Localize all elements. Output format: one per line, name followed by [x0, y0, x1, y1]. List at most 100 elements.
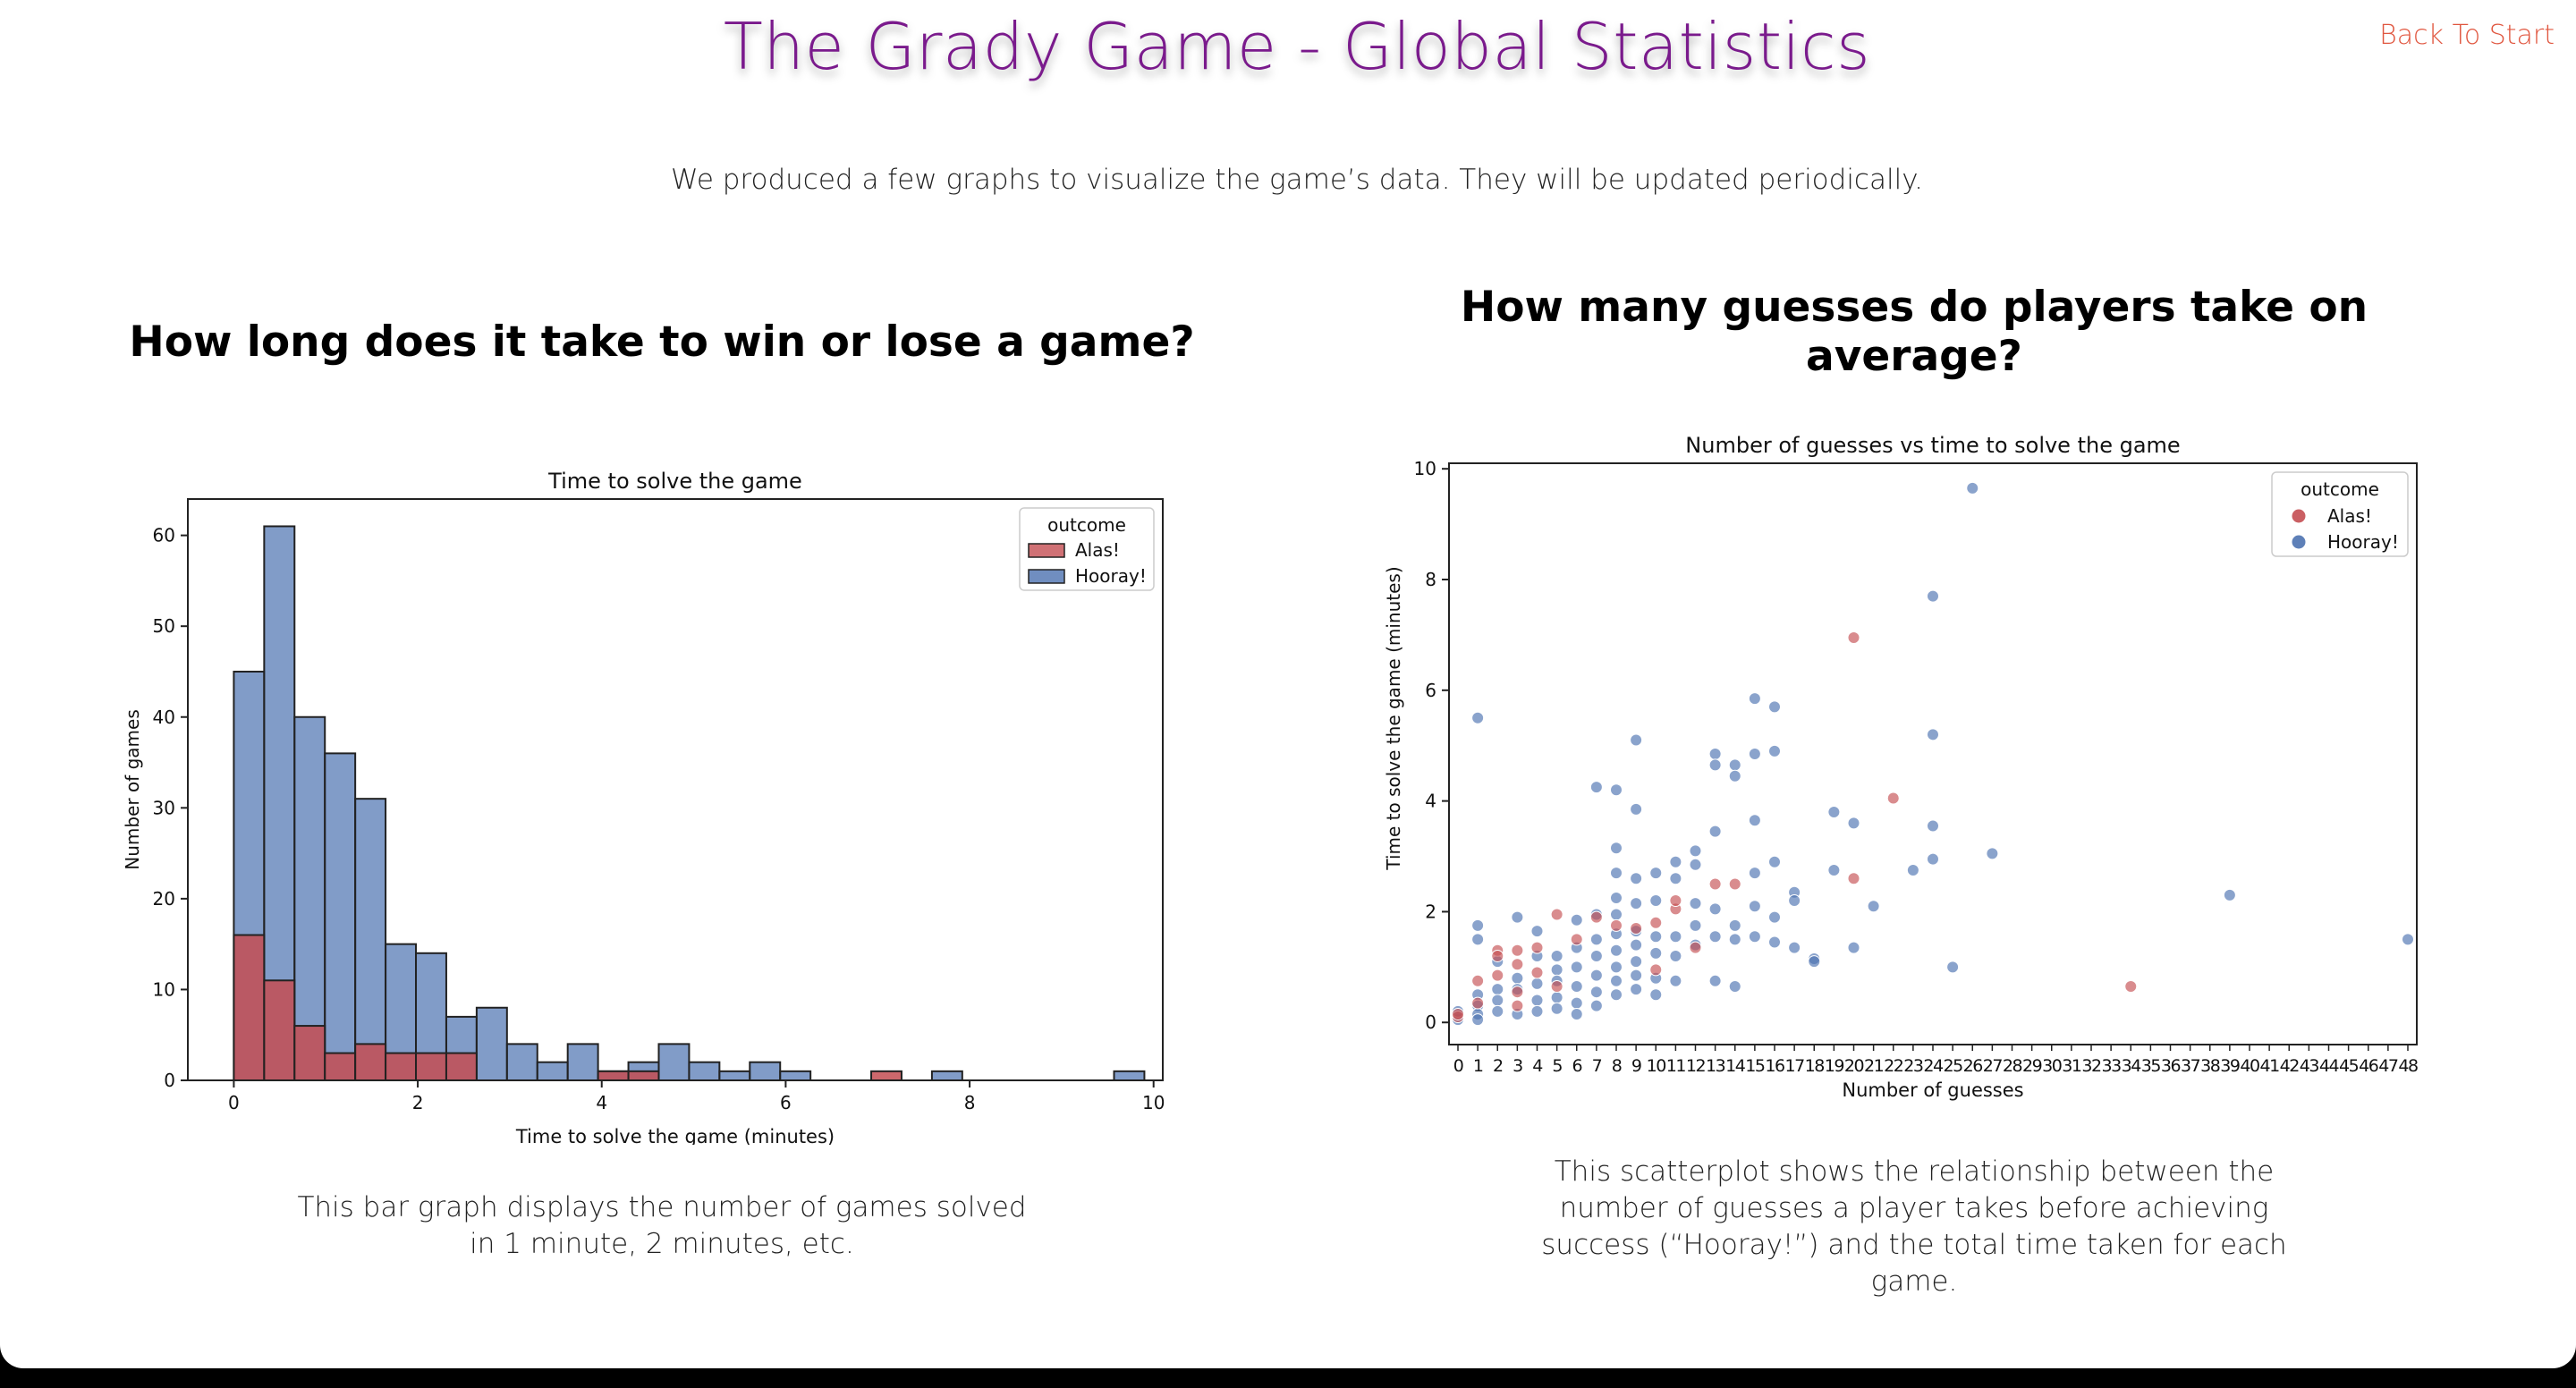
alas-point: [1550, 908, 1563, 921]
scatter-caption: This scatterplot shows the relationship …: [1541, 1155, 2287, 1298]
hooray-point: [1630, 872, 1643, 885]
hooray-point: [1649, 894, 1663, 908]
hooray-point: [1808, 955, 1821, 969]
hooray-point: [1649, 930, 1663, 944]
hooray-point: [1847, 941, 1860, 954]
hooray-point: [1689, 918, 1702, 932]
hooray-point: [1768, 744, 1781, 757]
alas-point: [1511, 999, 1524, 1012]
y-tick-label: 2: [1425, 901, 1436, 922]
hooray-bar: [718, 1070, 751, 1081]
hooray-point: [1649, 867, 1663, 880]
alas-bar: [415, 1052, 447, 1081]
hooray-point: [1669, 855, 1682, 868]
alas-point: [1452, 1007, 1464, 1020]
hooray-point: [1589, 986, 1603, 999]
x-tick-label: 0: [228, 1092, 240, 1113]
alas-point: [1491, 949, 1504, 962]
alas-bar: [385, 1052, 418, 1081]
alas-point: [1511, 958, 1524, 971]
x-tick-label: 19: [1825, 1056, 1844, 1076]
hooray-point: [1570, 996, 1583, 1010]
hooray-point: [1689, 858, 1702, 871]
x-tick-label: 1: [1473, 1056, 1483, 1076]
alas-bar: [445, 1052, 478, 1081]
x-tick-label: 41: [2260, 1056, 2280, 1076]
x-tick-label: 22: [1884, 1056, 1903, 1076]
hooray-point: [1728, 980, 1741, 993]
hooray-point: [1748, 930, 1761, 944]
x-tick-label: 7: [1592, 1056, 1602, 1076]
hooray-point: [1530, 994, 1544, 1007]
x-tick-label: 45: [2339, 1056, 2359, 1076]
hooray-point: [1728, 769, 1741, 783]
hooray-point: [1669, 930, 1682, 944]
histogram-section-heading: How long does it take to win or lose a g…: [129, 317, 1195, 367]
x-tick-label: 27: [1983, 1056, 2003, 1076]
legend-label: Alas!: [1075, 539, 1120, 561]
legend-marker: [2292, 509, 2306, 523]
back-to-start-link[interactable]: Back To Start: [2379, 20, 2555, 51]
x-tick-label: 17: [1785, 1056, 1805, 1076]
x-tick-label: 28: [2003, 1056, 2022, 1076]
hooray-point: [1748, 814, 1761, 827]
alas-point: [1530, 966, 1544, 979]
hooray-point: [1768, 855, 1781, 868]
x-tick-label: 0: [1453, 1056, 1463, 1076]
hooray-point: [1610, 867, 1623, 880]
x-tick-label: 9: [1631, 1056, 1641, 1076]
alas-bar: [293, 1025, 326, 1081]
hooray-point: [1748, 692, 1761, 706]
hooray-point: [1570, 913, 1583, 927]
alas-point: [1511, 986, 1524, 999]
hooray-point: [1788, 941, 1801, 954]
hooray-point: [1927, 852, 1939, 866]
hooray-point: [1570, 980, 1583, 993]
x-tick-label: 21: [1864, 1056, 1884, 1076]
x-tick-label: 39: [2220, 1056, 2240, 1076]
hooray-point: [1630, 938, 1643, 952]
hooray-point: [1610, 944, 1623, 957]
hooray-bar: [1113, 1070, 1146, 1081]
x-tick-label: 5: [1552, 1056, 1562, 1076]
hooray-point: [1748, 867, 1761, 880]
x-tick-label: 2: [1493, 1056, 1503, 1076]
y-tick-label: 60: [153, 525, 175, 546]
hooray-point: [1708, 974, 1722, 987]
hooray-point: [1610, 988, 1623, 1002]
alas-point: [1530, 941, 1544, 954]
hooray-point: [1530, 1004, 1544, 1018]
hooray-point: [1610, 783, 1623, 797]
y-axis-label: Time to solve the game (minutes): [1383, 566, 1404, 870]
x-tick-label: 30: [2042, 1056, 2062, 1076]
chart-title: Number of guesses vs time to solve the g…: [1685, 433, 2180, 458]
hooray-bar: [688, 1061, 721, 1081]
alas-point: [1610, 918, 1623, 932]
y-axis-label: Number of games: [122, 709, 143, 870]
x-tick-label: 31: [2062, 1056, 2081, 1076]
hooray-point: [1589, 933, 1603, 946]
hooray-point: [1570, 961, 1583, 974]
hooray-point: [1471, 711, 1485, 724]
x-tick-label: 10: [1647, 1056, 1666, 1076]
x-tick-label: 8: [1612, 1056, 1622, 1076]
x-tick-label: 43: [2300, 1056, 2319, 1076]
hooray-point: [1630, 897, 1643, 910]
x-tick-label: 8: [964, 1092, 976, 1113]
alas-point: [1511, 944, 1524, 957]
alas-bar: [354, 1043, 387, 1081]
hooray-point: [1689, 844, 1702, 858]
x-tick-label: 6: [780, 1092, 792, 1113]
alas-point: [2124, 980, 2138, 993]
hooray-bar: [354, 798, 387, 1081]
y-tick-label: 8: [1425, 569, 1436, 590]
hooray-point: [1708, 930, 1722, 944]
y-tick-label: 50: [153, 615, 175, 637]
hooray-point: [1946, 961, 1960, 974]
hooray-point: [1669, 974, 1682, 987]
x-tick-label: 36: [2161, 1056, 2181, 1076]
legend-marker: [2292, 535, 2306, 549]
x-tick-label: 24: [1923, 1056, 1944, 1076]
x-tick-label: 23: [1903, 1056, 1923, 1076]
legend-box: [2271, 471, 2409, 557]
